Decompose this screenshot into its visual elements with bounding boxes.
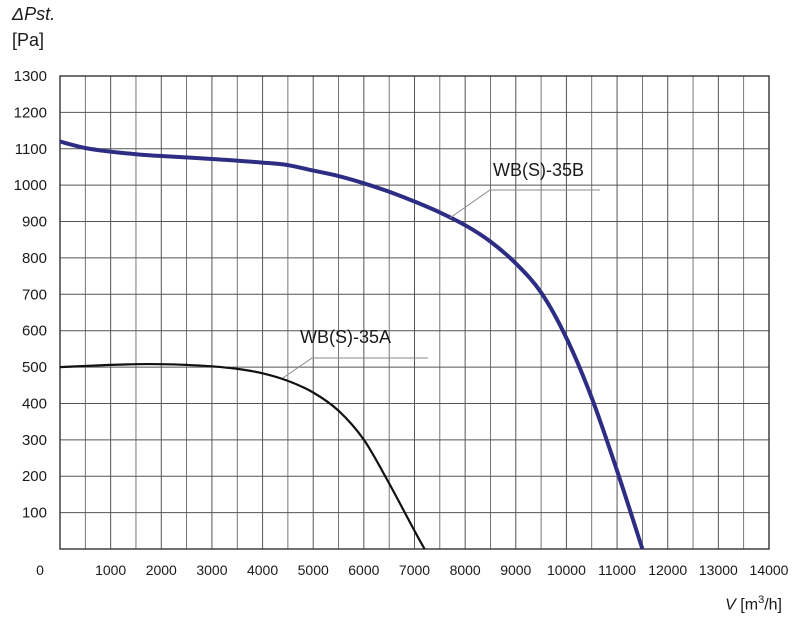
y-axis-unit: [Pa] <box>12 30 44 51</box>
y-tick-label: 1200 <box>14 104 47 121</box>
x-axis-title: V [m3/h] <box>725 594 782 614</box>
y-tick-label: 400 <box>22 395 47 412</box>
series-line-wb-35b <box>59 139 645 550</box>
y-tick-label: 600 <box>22 323 47 340</box>
x-axis-unit-pre: [m <box>740 596 759 614</box>
y-tick-label: 500 <box>22 359 47 376</box>
y-axis-unit-text: [Pa] <box>12 30 45 50</box>
x-tick-label: 3000 <box>196 562 227 578</box>
y-tick-label: 100 <box>22 505 47 522</box>
y-axis-title: ΔPst. <box>12 4 55 25</box>
y-tick-label: 900 <box>22 214 47 231</box>
curve-annotations: WB(S)-35B WB(S)-35A <box>282 160 600 379</box>
y-axis-symbol: ΔPst. <box>12 4 56 24</box>
series-line-wb-35a <box>59 362 426 550</box>
x-tick-label: 0 <box>36 562 44 578</box>
x-axis-unit-post: /h] <box>764 596 782 614</box>
x-tick-label: 14000 <box>750 562 789 578</box>
y-tick-label: 1300 <box>14 68 47 85</box>
y-tick-label: 700 <box>22 286 47 303</box>
x-axis-unit-sup: 3 <box>758 594 765 606</box>
y-tick-label: 1100 <box>15 141 47 158</box>
y-tick-labels: 100 200 300 400 500 600 700 800 900 1000 1100 1200 1… <box>14 68 47 522</box>
x-tick-label: 5000 <box>298 562 329 578</box>
x-tick-label: 12000 <box>648 562 687 578</box>
y-tick-label: 300 <box>22 432 47 449</box>
y-tick-label: 800 <box>22 250 47 267</box>
annotation-leader-line <box>449 189 600 219</box>
x-tick-label: 6000 <box>348 562 379 578</box>
x-tick-labels: 0 1000 2000 3000 4000 5000 6000 7000 8000 9000 100… <box>36 562 789 578</box>
x-tick-label: 8000 <box>450 562 481 578</box>
x-tick-label: 13000 <box>699 562 738 578</box>
x-tick-label: 2000 <box>146 562 177 578</box>
x-axis-symbol: V <box>725 596 736 614</box>
x-tick-label: 4000 <box>247 562 278 578</box>
x-tick-label: 7000 <box>399 562 430 578</box>
x-tick-label: 10000 <box>547 562 586 578</box>
annotation-label: WB(S)-35B <box>493 160 584 180</box>
y-tick-label: 1000 <box>14 177 47 194</box>
x-tick-label: 1000 <box>95 562 126 578</box>
series-lines <box>59 139 645 550</box>
x-tick-label: 11000 <box>598 562 636 578</box>
y-tick-label: 200 <box>22 468 47 485</box>
x-tick-label: 9000 <box>500 562 531 578</box>
annotation-leader-line <box>282 357 428 379</box>
grid <box>59 75 770 550</box>
annotation-label: WB(S)-35A <box>300 327 391 347</box>
plot-frame <box>59 75 770 550</box>
